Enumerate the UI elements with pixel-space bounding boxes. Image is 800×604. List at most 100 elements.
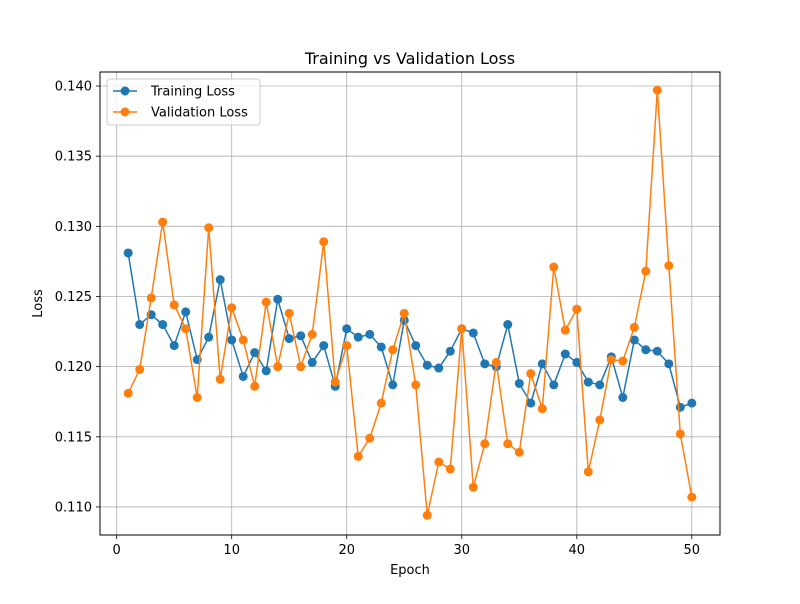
- data-point: [238, 335, 248, 345]
- data-point: [273, 362, 283, 372]
- data-point: [606, 355, 616, 365]
- data-point: [434, 457, 444, 467]
- data-point: [526, 369, 536, 379]
- y-tick-label: 0.115: [55, 430, 92, 445]
- data-point: [376, 398, 386, 408]
- data-point: [307, 357, 317, 367]
- data-point: [457, 324, 467, 334]
- data-point: [549, 380, 559, 390]
- legend-label-training: Training Loss: [150, 85, 235, 100]
- data-point: [445, 464, 455, 474]
- data-point: [388, 380, 398, 390]
- x-tick-label: 40: [569, 543, 586, 558]
- data-point: [388, 345, 398, 355]
- data-point: [261, 297, 271, 307]
- ticks: 0 10 20 30 40 50 0.110 0.115 0.120 0.125 0.130 0.13…: [55, 80, 700, 558]
- plot-frame: [99, 71, 721, 536]
- data-point: [468, 328, 478, 338]
- data-point: [123, 248, 133, 258]
- data-point: [687, 492, 697, 502]
- data-point: [215, 275, 225, 285]
- data-point: [641, 266, 651, 276]
- data-point: [215, 374, 225, 384]
- data-point: [250, 381, 260, 391]
- x-axis-label: Epoch: [390, 563, 430, 578]
- data-point: [537, 359, 547, 369]
- data-point: [204, 332, 214, 342]
- data-point: [480, 439, 490, 449]
- legend-box: [106, 78, 261, 126]
- y-axis-label: Loss: [31, 289, 46, 318]
- data-point: [250, 348, 260, 358]
- data-point: [411, 341, 421, 351]
- data-point: [641, 345, 651, 355]
- data-point: [537, 404, 547, 414]
- data-point: [572, 304, 582, 314]
- x-tick-label: 10: [223, 543, 240, 558]
- data-point: [238, 371, 248, 381]
- data-point: [284, 334, 294, 344]
- series-group: [123, 85, 697, 520]
- data-point: [365, 329, 375, 339]
- data-point: [445, 346, 455, 356]
- data-point: [595, 415, 605, 425]
- data-point: [204, 223, 214, 233]
- data-point: [629, 335, 639, 345]
- y-tick-label: 0.135: [55, 150, 92, 165]
- data-point: [618, 356, 628, 366]
- data-point: [503, 320, 513, 330]
- y-tick-label: 0.120: [55, 360, 92, 375]
- data-point: [319, 237, 329, 247]
- y-tick-label: 0.130: [55, 220, 92, 235]
- y-tick-label: 0.140: [55, 80, 92, 95]
- data-point: [296, 362, 306, 372]
- x-tick-label: 50: [684, 543, 701, 558]
- data-point: [365, 433, 375, 443]
- data-point: [491, 357, 501, 367]
- data-point: [158, 217, 168, 227]
- data-point: [330, 377, 340, 387]
- data-point: [181, 324, 191, 334]
- series-training: [123, 248, 697, 412]
- data-point: [687, 398, 697, 408]
- data-point: [664, 261, 674, 271]
- series-validation: [123, 85, 697, 520]
- data-point: [560, 349, 570, 359]
- data-point: [227, 303, 237, 313]
- data-point: [353, 451, 363, 461]
- y-tick-label: 0.125: [55, 290, 92, 305]
- data-point: [675, 429, 685, 439]
- data-point: [273, 294, 283, 304]
- data-point: [376, 342, 386, 352]
- data-point: [169, 300, 179, 310]
- data-point: [169, 341, 179, 351]
- data-point: [629, 322, 639, 332]
- data-point: [514, 378, 524, 388]
- data-point: [675, 402, 685, 412]
- x-tick-label: 30: [453, 543, 470, 558]
- data-point: [422, 360, 432, 370]
- data-point: [583, 377, 593, 387]
- legend: Training Loss Validation Loss: [106, 78, 261, 126]
- data-point: [192, 393, 202, 402]
- legend-label-validation: Validation Loss: [151, 106, 248, 121]
- data-point: [353, 332, 363, 342]
- data-point: [618, 393, 628, 402]
- data-point: [422, 510, 432, 520]
- data-point: [503, 439, 513, 449]
- y-tick-label: 0.110: [55, 500, 92, 515]
- data-point: [514, 447, 524, 457]
- data-point: [342, 324, 352, 334]
- x-tick-label: 0: [113, 543, 121, 558]
- data-point: [652, 346, 662, 356]
- data-point: [549, 262, 559, 272]
- legend-marker-training: [120, 86, 130, 96]
- data-point: [526, 398, 536, 408]
- data-point: [468, 482, 478, 492]
- data-point: [146, 293, 156, 303]
- data-point: [135, 364, 145, 374]
- data-point: [664, 359, 674, 369]
- data-point: [296, 331, 306, 341]
